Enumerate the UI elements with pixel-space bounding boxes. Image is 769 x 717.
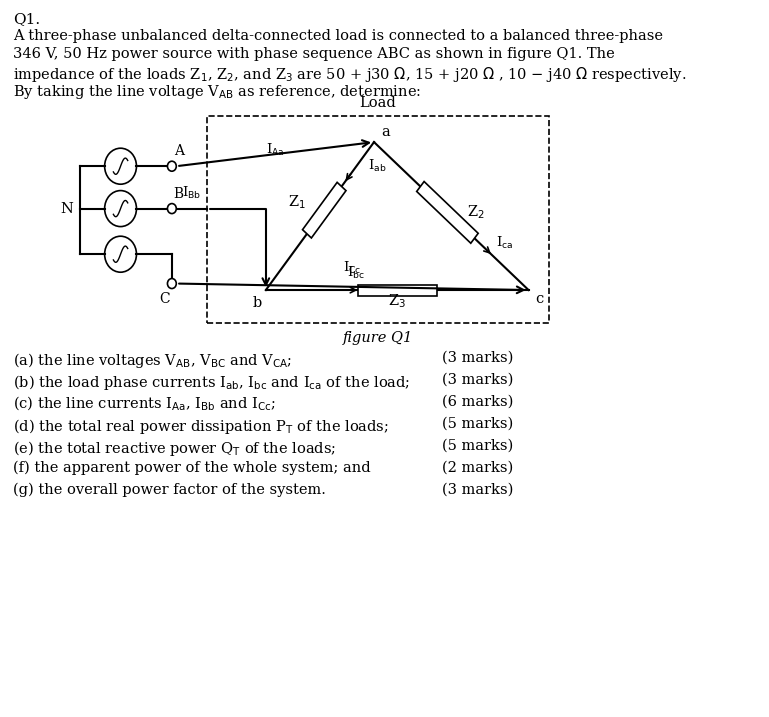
- Text: (e) the total reactive power Q$_{\rm T}$ of the loads;: (e) the total reactive power Q$_{\rm T}$…: [13, 439, 336, 457]
- Text: Load: Load: [360, 96, 396, 110]
- Circle shape: [168, 161, 176, 171]
- Text: (b) the load phase currents I$_{\rm ab}$, I$_{\rm bc}$ and I$_{\rm ca}$ of the l: (b) the load phase currents I$_{\rm ab}$…: [13, 373, 411, 391]
- Text: a: a: [381, 125, 390, 139]
- Circle shape: [168, 278, 176, 288]
- Text: I$_{\rm Aa}$: I$_{\rm Aa}$: [266, 142, 285, 158]
- Text: Q1.: Q1.: [13, 12, 41, 26]
- Polygon shape: [358, 285, 437, 295]
- Text: I$_{\rm Bb}$: I$_{\rm Bb}$: [182, 184, 201, 201]
- Text: (f) the apparent power of the whole system; and: (f) the apparent power of the whole syst…: [13, 460, 371, 475]
- Text: C: C: [159, 292, 170, 305]
- Text: N: N: [61, 201, 73, 216]
- Text: figure Q1: figure Q1: [343, 331, 413, 345]
- Text: By taking the line voltage V$_{\rm AB}$ as reference, determine:: By taking the line voltage V$_{\rm AB}$ …: [13, 83, 421, 101]
- Text: (d) the total real power dissipation P$_{\rm T}$ of the loads;: (d) the total real power dissipation P$_…: [13, 417, 389, 436]
- Polygon shape: [302, 182, 346, 238]
- Text: (c) the line currents I$_{\rm Aa}$, I$_{\rm Bb}$ and I$_{\rm Cc}$;: (c) the line currents I$_{\rm Aa}$, I$_{…: [13, 394, 276, 413]
- Text: Z$_3$: Z$_3$: [388, 292, 406, 310]
- Text: (5 marks): (5 marks): [442, 439, 514, 452]
- Polygon shape: [417, 181, 478, 243]
- Text: (3 marks): (3 marks): [442, 373, 514, 386]
- Text: (g) the overall power factor of the system.: (g) the overall power factor of the syst…: [13, 483, 326, 497]
- Text: (6 marks): (6 marks): [442, 394, 514, 409]
- Text: A: A: [174, 144, 184, 158]
- Text: I$_{\rm ca}$: I$_{\rm ca}$: [496, 234, 513, 251]
- Text: B: B: [174, 186, 184, 201]
- Text: (5 marks): (5 marks): [442, 417, 514, 431]
- Text: 346 V, 50 Hz power source with phase sequence ABC as shown in figure Q1. The: 346 V, 50 Hz power source with phase seq…: [13, 47, 615, 61]
- Text: I$_{\rm Cc}$: I$_{\rm Cc}$: [343, 260, 361, 275]
- Text: b: b: [252, 296, 261, 310]
- Text: c: c: [536, 292, 544, 306]
- Text: I$_{\rm bc}$: I$_{\rm bc}$: [348, 265, 365, 281]
- Text: Z$_2$: Z$_2$: [468, 203, 485, 221]
- Text: (3 marks): (3 marks): [442, 351, 514, 365]
- Text: (3 marks): (3 marks): [442, 483, 514, 497]
- Text: A three-phase unbalanced delta-connected load is connected to a balanced three-p: A three-phase unbalanced delta-connected…: [13, 29, 664, 43]
- Text: Z$_1$: Z$_1$: [288, 194, 306, 212]
- Text: impedance of the loads Z$_1$, Z$_2$, and Z$_3$ are 50 + j30 $\Omega$, 15 + j20 $: impedance of the loads Z$_1$, Z$_2$, and…: [13, 65, 687, 84]
- Text: (2 marks): (2 marks): [442, 460, 514, 475]
- Text: (a) the line voltages V$_{\rm AB}$, V$_{\rm BC}$ and V$_{\rm CA}$;: (a) the line voltages V$_{\rm AB}$, V$_{…: [13, 351, 292, 370]
- Text: I$_{\rm ab}$: I$_{\rm ab}$: [368, 158, 387, 174]
- Circle shape: [168, 204, 176, 214]
